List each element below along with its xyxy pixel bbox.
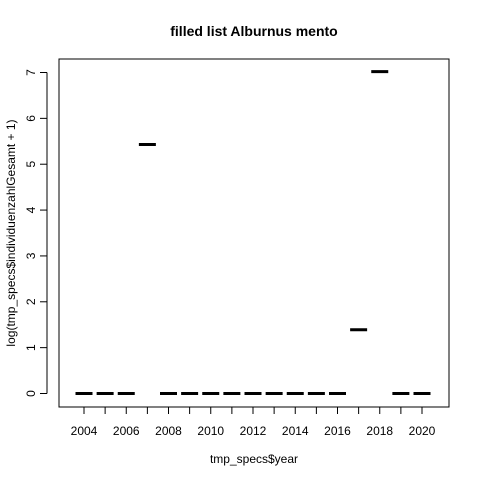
y-tick-label: 2 — [24, 298, 38, 305]
x-tick-label: 2012 — [240, 424, 267, 438]
data-marks — [75, 70, 431, 395]
y-tick-label: 6 — [24, 115, 38, 122]
chart-title: filled list Alburnus mento — [170, 23, 338, 39]
x-tick-label: 2010 — [197, 424, 224, 438]
y-tick-label: 4 — [24, 206, 38, 213]
x-tick-label: 2016 — [324, 424, 351, 438]
y-tick-label: 5 — [24, 161, 38, 168]
x-tick-label: 2018 — [366, 424, 393, 438]
y-axis: 0 1 2 3 4 5 6 7 — [24, 69, 48, 397]
x-tick-label: 2004 — [71, 424, 98, 438]
y-tick-label: 0 — [24, 390, 38, 397]
y-tick-label: 7 — [24, 69, 38, 76]
plot-frame — [58, 58, 450, 408]
y-axis-title: log(tmp_specs$individuenzahlGesamt + 1) — [4, 119, 18, 346]
x-axis-title: tmp_specs$year — [210, 452, 298, 466]
x-tick-label: 2006 — [113, 424, 140, 438]
x-tick-label: 2020 — [409, 424, 436, 438]
y-tick-label: 1 — [24, 344, 38, 351]
y-tick-label: 3 — [24, 252, 38, 259]
x-axis: 2004 2006 2008 2010 2012 2014 2016 2018 2020 — [71, 406, 436, 438]
x-tick-label: 2008 — [155, 424, 182, 438]
x-tick-label: 2014 — [282, 424, 309, 438]
